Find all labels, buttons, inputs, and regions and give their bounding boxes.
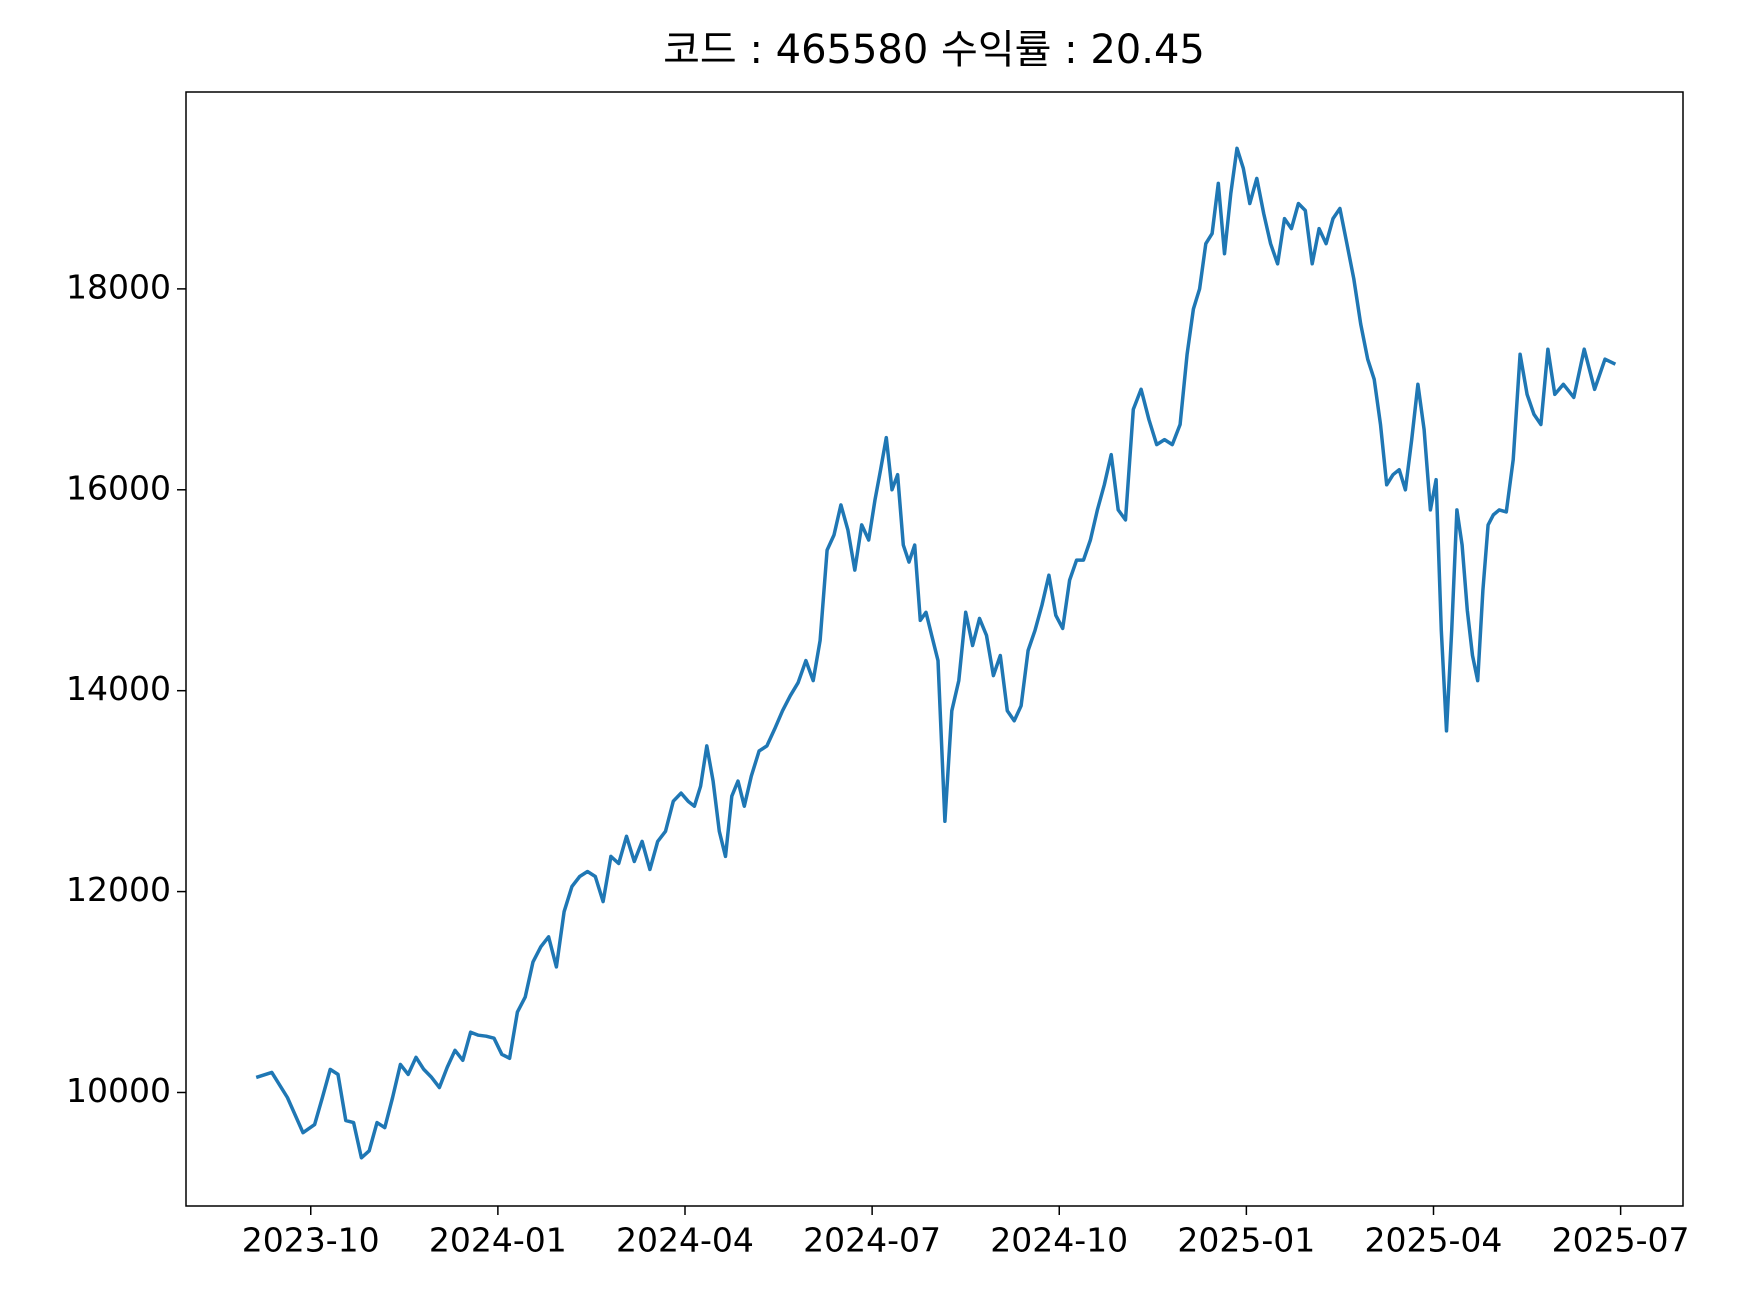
y-tick-label: 14000 — [66, 669, 171, 708]
plot-frame — [185, 91, 1684, 1207]
x-tick-label: 2024-04 — [616, 1221, 754, 1260]
x-tick-label: 2024-01 — [429, 1221, 567, 1260]
x-tick-label: 2024-10 — [990, 1221, 1128, 1260]
x-tick-label: 2025-04 — [1365, 1221, 1503, 1260]
chart-title: 코드 : 465580 수익률 : 20.45 — [663, 27, 1205, 73]
y-tick-label: 10000 — [66, 1071, 171, 1110]
line-series — [255, 146, 1617, 1160]
y-tick-label: 18000 — [66, 267, 171, 306]
x-tick-label: 2025-01 — [1177, 1221, 1315, 1260]
y-tick-label: 12000 — [66, 870, 171, 909]
x-tick-label: 2025-07 — [1552, 1221, 1690, 1260]
x-tick-label: 2024-07 — [803, 1221, 941, 1260]
y-tick-label: 16000 — [66, 468, 171, 507]
x-tick-label: 2023-10 — [242, 1221, 380, 1260]
